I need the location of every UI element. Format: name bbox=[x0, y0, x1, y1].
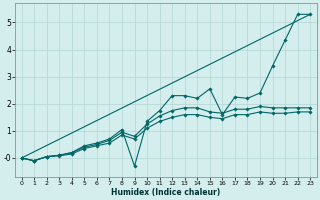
X-axis label: Humidex (Indice chaleur): Humidex (Indice chaleur) bbox=[111, 188, 220, 197]
